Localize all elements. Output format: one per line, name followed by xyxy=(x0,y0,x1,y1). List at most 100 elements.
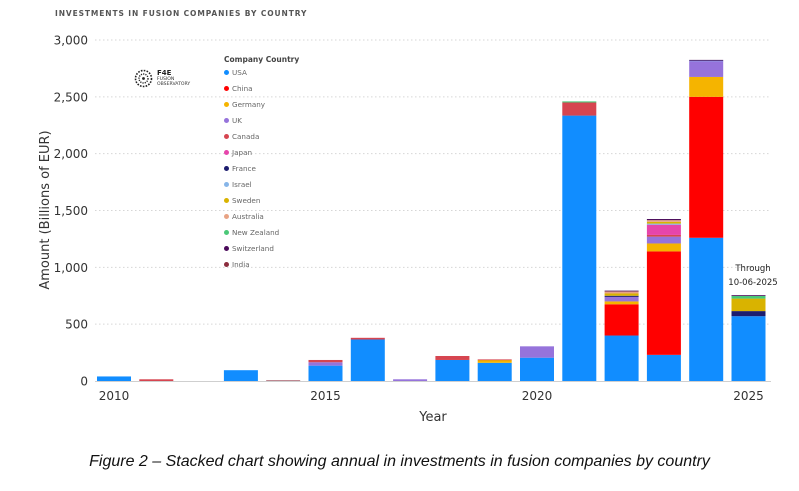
bar-segment-usa[interactable] xyxy=(689,237,724,381)
bar-stack-2011[interactable] xyxy=(139,379,174,381)
bar-segment-switzerland[interactable] xyxy=(689,59,724,61)
legend-item-usa[interactable]: USA xyxy=(224,68,299,84)
bar-segment-canada[interactable] xyxy=(435,355,470,360)
bar-segment-new-zealand[interactable] xyxy=(731,295,766,299)
bar-segment-uk[interactable] xyxy=(604,296,639,302)
bar-segment-germany[interactable] xyxy=(646,243,681,252)
legend-label: USA xyxy=(232,68,247,77)
legend-dot-icon xyxy=(224,166,229,171)
bar-segment-switzerland[interactable] xyxy=(646,219,681,221)
bar-stack-2020[interactable] xyxy=(520,346,554,381)
bar-segment-usa[interactable] xyxy=(731,316,766,381)
bar-segment-usa[interactable] xyxy=(646,354,681,381)
bar-segment-china[interactable] xyxy=(646,251,681,355)
bar-segment-usa[interactable] xyxy=(520,357,554,381)
gridlines xyxy=(95,39,771,325)
bar-stack-2021[interactable] xyxy=(562,101,597,382)
x-axis-label: Year xyxy=(418,410,447,425)
legend-label: New Zealand xyxy=(232,228,280,237)
bar-segment-japan[interactable] xyxy=(646,224,681,235)
bar-segment-france[interactable] xyxy=(604,295,639,297)
bar-segment-sweden[interactable] xyxy=(731,298,766,312)
bar-segment-usa[interactable] xyxy=(435,359,470,381)
legend-item-switzerland[interactable]: Switzerland xyxy=(224,244,299,260)
bar-segment-canada[interactable] xyxy=(646,234,681,237)
legend-item-sweden[interactable]: Sweden xyxy=(224,196,299,212)
bar-segment-germany[interactable] xyxy=(477,359,512,363)
bar-segment-usa[interactable] xyxy=(350,339,385,381)
bar-segment-france[interactable] xyxy=(731,311,766,317)
bar-stack-2014[interactable] xyxy=(266,380,301,382)
bar-segment-israel[interactable] xyxy=(689,60,724,62)
bar-segment-sweden[interactable] xyxy=(604,293,639,296)
y-tick-label: 2,000 xyxy=(54,147,88,161)
legend-item-israel[interactable]: Israel xyxy=(224,180,299,196)
bar-stack-2010[interactable] xyxy=(97,376,131,381)
legend-dot-icon xyxy=(224,230,229,235)
bar-segment-israel[interactable] xyxy=(646,223,681,225)
bar-segment-usa[interactable] xyxy=(308,365,343,381)
legend-item-canada[interactable]: Canada xyxy=(224,132,299,148)
legend-label: Canada xyxy=(232,132,260,141)
bar-stack-2015[interactable] xyxy=(308,359,343,381)
f4e-fusion-observatory-logo: F4E FUSION OBSERVATORY xyxy=(134,67,204,89)
bar-stack-2016[interactable] xyxy=(350,337,385,381)
bar-stack-2024[interactable] xyxy=(689,59,724,381)
legend-item-new-zealand[interactable]: New Zealand xyxy=(224,228,299,244)
bar-segment-canada[interactable] xyxy=(139,379,174,381)
legend-item-australia[interactable]: Australia xyxy=(224,212,299,228)
bar-segment-canada[interactable] xyxy=(308,359,343,363)
bar-segment-australia[interactable] xyxy=(646,220,681,222)
legend-label: France xyxy=(232,164,256,173)
bar-segment-uk[interactable] xyxy=(308,362,343,366)
bar-stack-2022[interactable] xyxy=(604,290,639,381)
bar-segment-canada[interactable] xyxy=(477,359,512,361)
legend-item-germany[interactable]: Germany xyxy=(224,100,299,116)
bar-segment-uk[interactable] xyxy=(393,379,428,381)
x-tick-label: 2020 xyxy=(522,389,553,403)
bar-segment-usa[interactable] xyxy=(604,335,639,381)
legend-item-india[interactable]: India xyxy=(224,260,299,276)
bar-segment-australia[interactable] xyxy=(604,291,639,294)
legend-item-china[interactable]: China xyxy=(224,84,299,100)
legend-dot-icon xyxy=(224,246,229,251)
bar-stack-2013[interactable] xyxy=(223,370,258,381)
bar-stack-2019[interactable] xyxy=(477,359,512,381)
bar-stack-2023[interactable] xyxy=(646,219,681,381)
bar-segment-usa[interactable] xyxy=(223,370,258,381)
bar-segment-switzerland[interactable] xyxy=(731,295,766,296)
bar-segment-uk[interactable] xyxy=(689,61,724,77)
bar-segment-india[interactable] xyxy=(266,380,301,382)
bar-segment-sweden[interactable] xyxy=(646,221,681,224)
bar-segment-switzerland[interactable] xyxy=(604,290,639,292)
legend-dot-icon xyxy=(224,182,229,187)
chart-title: INVESTMENTS IN FUSION COMPANIES BY COUNT… xyxy=(55,9,308,18)
bar-segment-canada[interactable] xyxy=(562,102,597,116)
legend-item-uk[interactable]: UK xyxy=(224,116,299,132)
bar-segment-china[interactable] xyxy=(604,304,639,336)
bar-segment-uk[interactable] xyxy=(646,236,681,244)
legend-item-japan[interactable]: Japan xyxy=(224,148,299,164)
bar-segment-new-zealand[interactable] xyxy=(562,101,597,103)
bar-stack-2025[interactable] xyxy=(731,295,766,381)
legend-item-france[interactable]: France xyxy=(224,164,299,180)
bar-stack-2018[interactable] xyxy=(435,355,470,381)
bar-segment-usa[interactable] xyxy=(477,362,512,381)
bar-segment-china[interactable] xyxy=(689,96,724,238)
x-tick-label: 2025 xyxy=(733,389,764,403)
bar-segment-usa[interactable] xyxy=(97,376,131,381)
bar-segment-usa[interactable] xyxy=(562,115,597,382)
annotation-through-date: Through 10-06-2025 xyxy=(726,262,780,290)
logo-text-subtitle: FUSION OBSERVATORY xyxy=(157,77,191,88)
logo-mark-icon xyxy=(134,69,153,88)
bar-segment-germany[interactable] xyxy=(689,76,724,97)
bar-segment-uk[interactable] xyxy=(520,346,554,358)
legend-label: UK xyxy=(232,116,242,125)
bar-segment-germany[interactable] xyxy=(604,301,639,305)
legend-label: Japan xyxy=(232,148,253,157)
x-tick-label: 2010 xyxy=(99,389,130,403)
figure-caption: Figure 2 – Stacked chart showing annual … xyxy=(89,453,710,470)
legend: Company Country USA China Germany UK Canada J… xyxy=(224,55,299,276)
bar-stack-2017[interactable] xyxy=(393,379,428,381)
bar-segment-canada[interactable] xyxy=(350,337,385,340)
